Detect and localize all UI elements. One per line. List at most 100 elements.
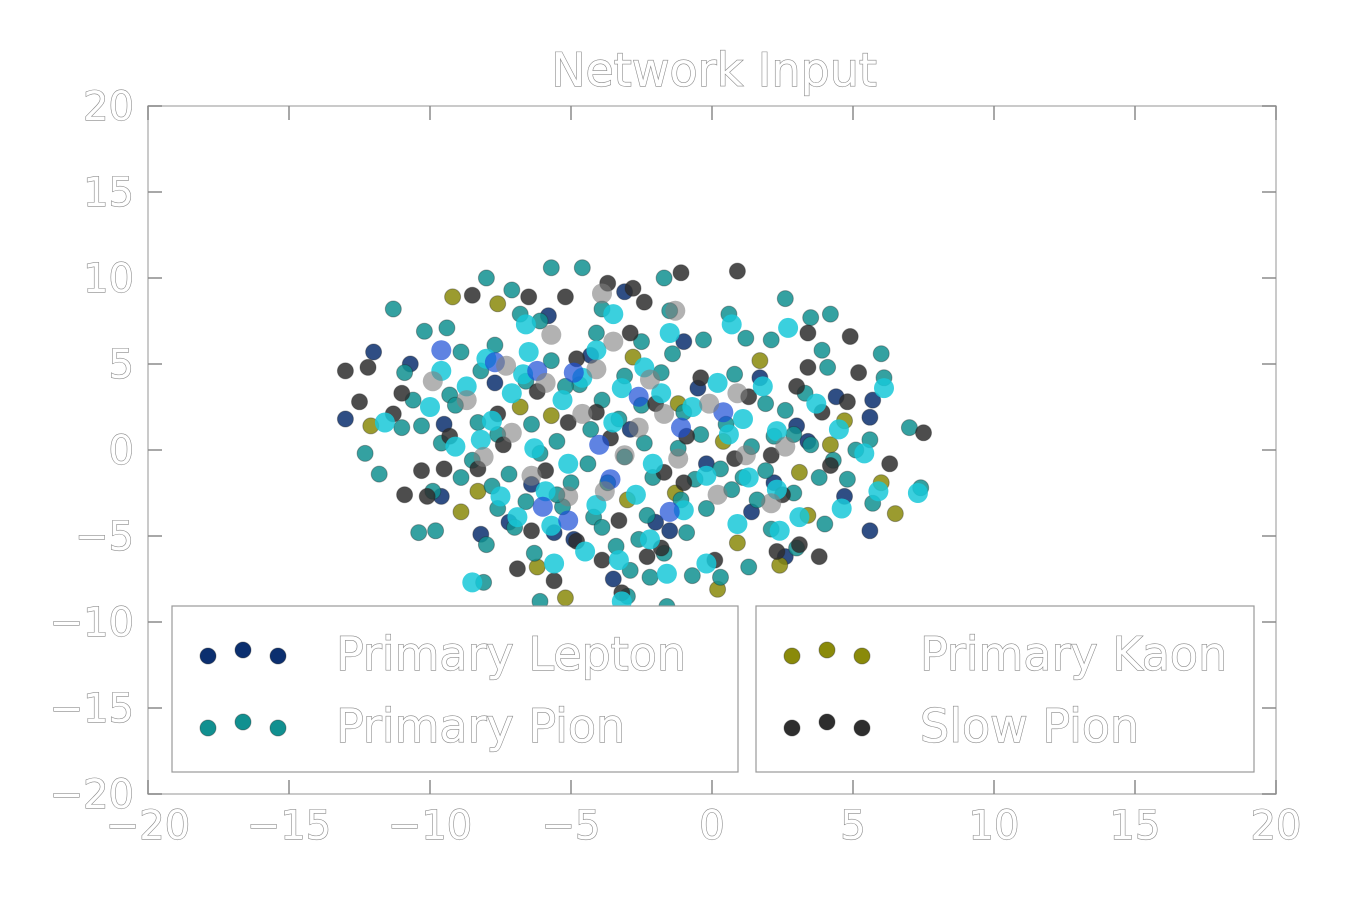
scatter-point [477,269,495,287]
x-tick-label: 20 [1251,803,1302,849]
scatter-point [752,376,773,397]
scatter-point [675,474,693,492]
scatter-point [697,500,715,517]
scatter-point [640,529,660,550]
scatter-point [831,498,852,519]
scatter-point [721,314,742,335]
scatter-point [841,328,859,345]
scatter-point [435,460,453,478]
scatter-point [523,522,540,540]
scatter-point [633,333,650,351]
scatter-point [624,279,642,297]
legend-marker [269,719,287,737]
scatter-point [420,397,440,417]
y-tick-label: −15 [50,686,134,732]
scatter-point [603,304,624,325]
scatter-point [712,568,729,586]
scatter-point [593,518,611,536]
scatter-point [806,393,827,414]
scatter-point [874,378,894,399]
scatter-point [518,342,539,362]
x-tick-label: −20 [106,803,190,849]
scatter-point [523,415,540,433]
scatter-point [603,331,624,352]
y-tick-label: −10 [50,600,134,646]
scatter-point [593,551,611,569]
legend-marker [818,641,836,659]
overlap-points-2 [422,283,796,514]
scatter-point [463,286,481,304]
scatter-point [788,377,806,395]
scatter-point [452,469,470,486]
scatter-point [678,524,696,542]
scatter-point [452,503,470,521]
scatter-point [766,421,787,442]
scatter-point [396,364,414,382]
scatter-point [603,412,624,433]
scatter-point [575,541,596,562]
scatter-point [579,455,597,473]
scatter-point [413,462,430,480]
scatter-point [490,486,511,507]
scatter-point [775,436,796,457]
scatter-point [608,550,629,571]
scatter-point [872,345,890,363]
scatter-point [556,288,574,306]
scatter-point [469,482,487,500]
scatter-point [336,362,354,380]
scatter-point [864,391,882,409]
scatter-point [520,288,538,306]
scatter-point [548,432,566,450]
scatter-point [762,331,780,349]
legend-box [755,605,1255,773]
scatter-point [819,358,837,376]
scatter-point [541,515,562,536]
scatter-point [854,443,875,464]
series-primary-pion [356,259,930,615]
scatter-point [728,534,746,552]
scatter-point [821,305,839,323]
scatter-point [336,410,354,428]
scatter-point [757,395,775,413]
scatter-point [850,364,868,382]
scatter-point [696,553,717,574]
scatter-point [776,401,794,419]
scatter-point [665,300,686,321]
scatter-point [654,403,675,424]
scatter-point [438,319,456,337]
scatter-point [727,514,748,534]
scatter-point [642,453,663,474]
scatter-point [501,383,522,404]
scatter-point [769,520,790,541]
scatter-point [682,397,703,417]
scatter-point [413,417,430,435]
scatter-point [582,420,600,438]
scatter-point [356,444,374,462]
scatter-point [611,378,632,399]
scatter-point [586,340,607,361]
legend-marker [853,647,871,665]
scatter-point [672,264,690,282]
scatter-point [470,429,491,450]
scatter-point [810,469,828,486]
scatter-point [542,352,560,370]
scatter-point [790,463,808,481]
scatter-point [445,436,466,457]
y-tick-label: 0 [109,428,134,474]
scatter-point [655,269,673,287]
legend-label: Primary Lepton [336,627,686,681]
scatter-point [737,329,755,347]
scatter-point [802,436,820,454]
y-tick-label: 10 [83,256,134,302]
scatter-point [821,436,839,454]
scatter-point [625,484,646,505]
scatter-point [886,505,904,523]
scatter-point [552,390,573,411]
scatter-point [482,410,502,431]
scatter-point [351,393,368,411]
y-tick-label: −5 [75,514,134,560]
scatter-point [757,462,775,480]
data-points [336,259,932,615]
scatter-point [695,331,712,349]
scatter-point [790,536,808,554]
